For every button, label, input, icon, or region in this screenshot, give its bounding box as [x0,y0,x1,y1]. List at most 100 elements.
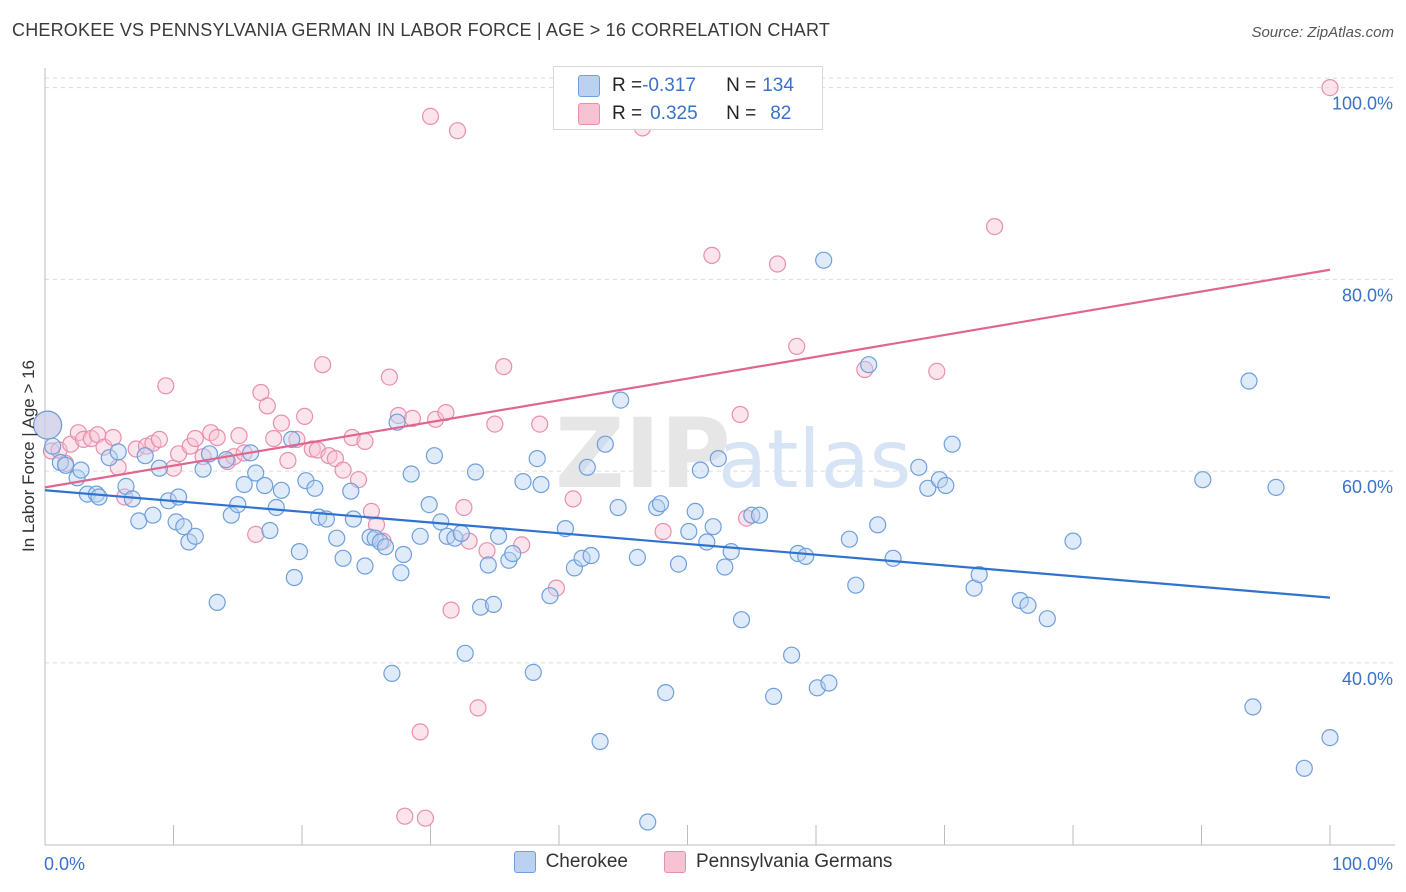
pennsylvania-germans-point [416,809,434,827]
cherokee-point [456,644,474,662]
pennsylvania-germans-point [495,358,513,376]
cherokee-point [764,687,783,706]
pennsylvania-germans-point [531,415,549,433]
cherokee-point [217,451,235,469]
cherokee-point [479,556,497,574]
pennsylvania-germans-point [356,432,374,450]
cherokee-point [222,506,240,524]
pennsylvania-germans-point [486,415,504,433]
cherokee-point [628,548,647,567]
r-value: -0.317 [642,75,696,96]
cherokee-point [797,547,815,566]
pennsylvania-germans-point [296,407,314,425]
pennsylvania-germans-legend-swatch [663,851,686,873]
pennsylvania-germans-point [928,362,946,380]
cherokee-point [394,545,413,564]
x-tick-label-min: 0.0% [44,854,85,874]
cherokee-point [328,529,346,547]
cherokee-point [425,447,443,465]
cherokee-points [32,251,1339,831]
cherokee-point [356,557,374,575]
cherokee-point [472,598,490,616]
cherokee-point [208,593,226,612]
pennsylvania-germans-point [469,699,487,717]
cherokee-point [704,518,722,536]
cherokee-point [937,476,955,495]
cherokee-point [884,549,902,567]
x-tick-label-max: 100.0% [1332,854,1393,874]
cherokee-point [639,813,657,831]
pennsylvania-germans-point [1321,78,1339,97]
pennsylvania-germans-point [389,406,407,425]
cherokee-point [528,450,546,468]
cherokee-point [392,564,410,582]
cherokee-point [247,464,265,482]
cherokee-point [194,460,212,478]
cherokee-point [582,546,600,565]
r-label: R = [612,103,643,124]
cherokee-point [466,463,485,481]
y-axis-label: In Labor Force | Age > 16 [19,360,38,552]
legend-label-pennsylvania-germans: Pennsylvania Germans [695,851,893,872]
cherokee-point [651,495,670,513]
cherokee-point [44,437,62,455]
cherokee-point [283,430,301,448]
pennsylvania-germans-point [258,397,276,415]
series-legend: Cherokee Pennsylvania Germans [0,851,1406,873]
cherokee-point [342,482,360,500]
cherokee-point [32,410,63,440]
cherokee-point [261,521,279,540]
cherokee-point [578,458,596,476]
legend-label-cherokee: Cherokee [545,851,628,872]
cherokee-point [72,461,90,479]
cherokee-point [691,461,710,479]
cherokee-point [484,595,503,614]
cherokee-point [144,506,162,524]
cherokee-point [344,510,362,528]
cherokee-point [175,518,193,536]
cherokee-point [136,447,154,465]
y-tick-label: 40.0% [1342,669,1393,689]
pennsylvania-germans-point [737,509,756,527]
n-value: 134 [762,75,794,96]
cherokee-point [490,527,508,545]
cherokee-point [51,453,70,472]
cherokee-point [716,558,734,576]
pennsylvania-germans-point [157,377,175,395]
legend-row-cherokee: R = -0.317 N = 134 [578,72,794,100]
cherokee-point [1244,698,1262,716]
pennsylvania-germans-point [421,107,440,126]
cherokee-point [290,542,308,561]
cherokee-point [229,496,247,514]
pennsylvania-germans-point [442,601,460,619]
cherokee-point [1321,728,1339,747]
cherokee-point [698,533,716,551]
cherokee-point [524,663,542,682]
cherokee-point [815,251,833,269]
cherokee-point [910,458,928,476]
cherokee-point [371,533,389,551]
y-tick-label: 80.0% [1342,285,1393,305]
pennsylvania-germans-point [380,368,398,386]
watermark-zip: ZIP [555,398,731,510]
cherokee-point [612,391,630,409]
pennsylvania-germans-point [985,218,1004,236]
legend-row-pennsylvania-germans: R = 0.325 N = 82 [578,100,791,128]
pennsylvania-germans-trend-line [44,268,1331,489]
cherokee-point [541,587,559,605]
cherokee-point [657,683,675,702]
cherokee-point [376,538,395,556]
watermark: ZIP atlas [555,398,911,510]
cherokee-point [860,356,878,374]
cherokee-point [420,496,438,514]
cherokee-point [840,530,859,548]
pennsylvania-germans-point [396,807,414,825]
pennsylvania-germans-point [208,428,226,447]
trend-lines [44,268,1331,599]
pennsylvania-germans-point [703,246,721,264]
pennsylvania-germans-point [731,405,749,424]
cherokee-swatch [578,75,600,97]
cherokee-point [782,646,801,664]
legend-item-cherokee: Cherokee [513,851,628,873]
cherokee-point [919,479,937,497]
